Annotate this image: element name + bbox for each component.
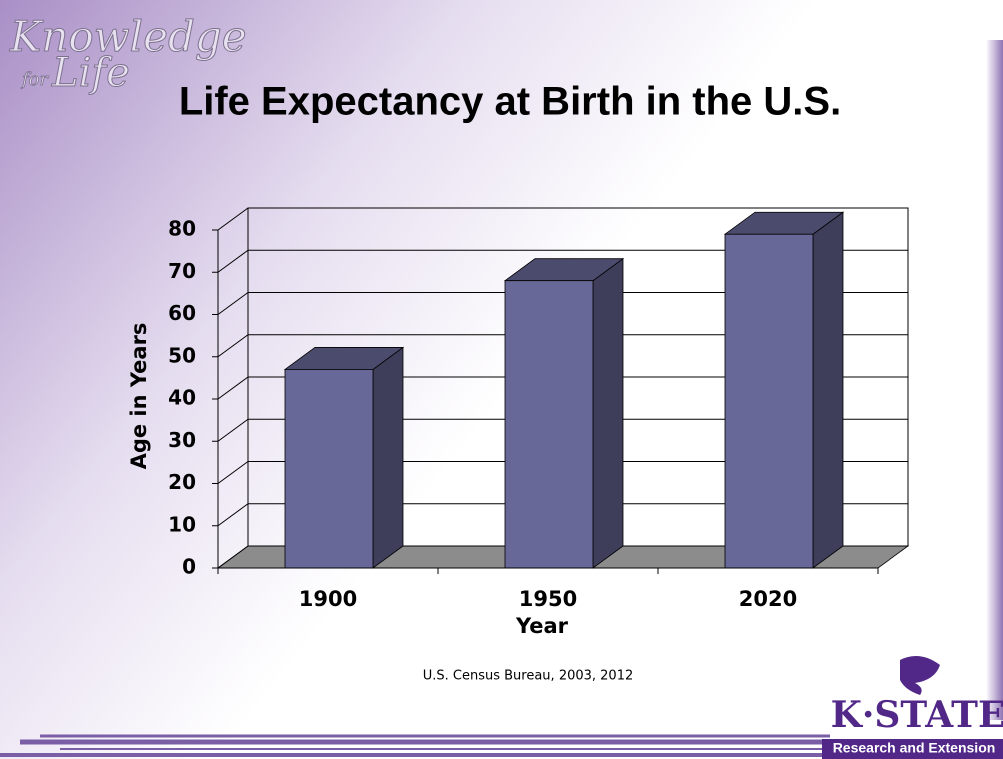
grid-line [217, 376, 249, 400]
bar-side [812, 211, 844, 569]
grid-line [217, 503, 249, 527]
y-tick-label: 80 [168, 217, 196, 241]
chart-title: Life Expectancy at Birth in the U.S. [179, 80, 841, 124]
bar-side [592, 257, 624, 569]
bar [284, 369, 374, 569]
y-tick-label: 40 [168, 386, 196, 410]
source-note: U.S. Census Bureau, 2003, 2012 [423, 669, 634, 684]
grid-line [217, 334, 249, 358]
bottom-lines [0, 734, 830, 757]
y-tick-label: 10 [168, 512, 196, 536]
grid-line [217, 418, 249, 442]
grid-line [217, 292, 249, 315]
grid-line [217, 461, 249, 484]
bar [724, 233, 814, 569]
bar-side [372, 346, 404, 569]
x-tick-label: 2020 [739, 587, 797, 611]
wildcat-logo [900, 656, 940, 695]
edge-stripe [986, 40, 1003, 720]
logo-tagline: Knowledge [9, 12, 247, 61]
y-tick-label: 60 [168, 301, 196, 325]
brand-bar [822, 739, 1003, 759]
brand-subtitle: Research and Extension [833, 740, 996, 756]
x-tick-label: 1950 [519, 587, 577, 611]
logo-tagline: for [20, 69, 49, 90]
y-axis-title: Age in Years [127, 323, 151, 470]
brand-name: K·STATE [831, 694, 1003, 736]
grid-line [217, 545, 249, 569]
y-tick-label: 20 [168, 470, 196, 494]
y-tick-label: 30 [168, 428, 196, 452]
x-axis-title: Year [515, 614, 569, 638]
bar [504, 280, 594, 569]
logo-tagline: Life [51, 50, 130, 96]
grid-line [217, 249, 249, 273]
grid-line [217, 207, 249, 231]
y-tick-label: 70 [168, 259, 196, 283]
x-tick-label: 1900 [299, 587, 357, 611]
y-tick-label: 0 [182, 555, 196, 579]
y-tick-label: 50 [168, 343, 196, 367]
